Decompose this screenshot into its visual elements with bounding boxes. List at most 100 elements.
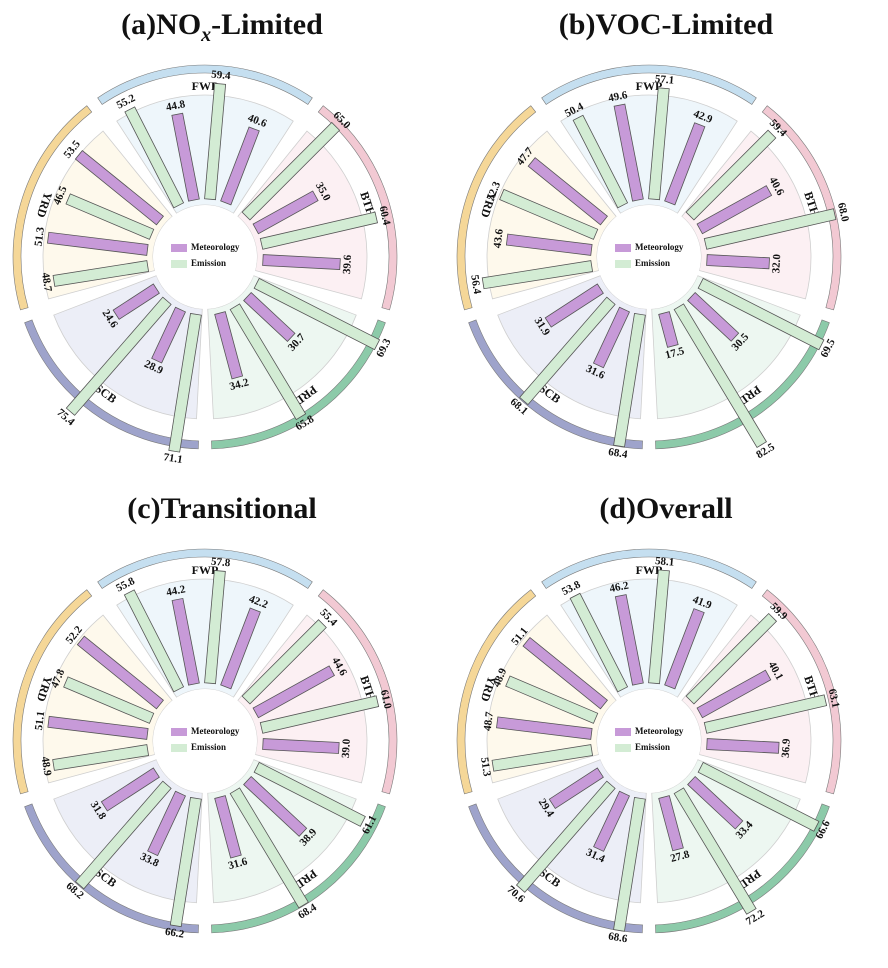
emission-legend-label: Emission (191, 258, 226, 268)
emission-bar (515, 780, 616, 893)
meteorology-bar (214, 795, 242, 859)
value-label: 51.1 (33, 710, 47, 731)
panel-title: (d)Overall (599, 492, 733, 525)
meteorology-bar (262, 254, 341, 270)
value-label: 43.6 (492, 228, 506, 249)
meteorology-bar (548, 767, 604, 809)
emission-bar (673, 787, 757, 915)
emission-bar (65, 296, 172, 416)
meteorology-legend-swatch (171, 244, 187, 252)
region-label: FWP (636, 563, 663, 577)
emission-bar (685, 612, 778, 705)
meteorology-bar (664, 608, 705, 690)
center-hole (153, 689, 257, 793)
meteorology-legend-label: Meteorology (191, 726, 240, 736)
region-arc-fwp (97, 64, 313, 105)
emission-bar (648, 569, 670, 685)
emission-bar (491, 744, 594, 772)
emission-bar (572, 114, 629, 209)
emission-bar (241, 121, 341, 221)
emission-bar (229, 787, 309, 909)
meteorology-bar (220, 126, 260, 206)
panel-transitional: (c)Transitional FWP 55.8 44.2 57.8 42.2 BTH 55… (0, 484, 444, 968)
emission-bar (613, 312, 646, 448)
value-label: 59.4 (211, 69, 232, 83)
emission-bar (229, 303, 307, 421)
emission-bar (253, 761, 366, 827)
value-label: 49.6 (607, 89, 629, 105)
meteorology-legend-label: Meteorology (635, 726, 684, 736)
meteorology-bar (243, 291, 296, 342)
meteorology-bar (687, 775, 744, 830)
value-label: 44.8 (165, 98, 187, 114)
region-arc-bth (317, 589, 398, 795)
region-arc-fwp (541, 548, 757, 589)
center-hole (597, 205, 701, 309)
meteorology-bar (496, 716, 593, 740)
meteorology-bar (47, 231, 149, 256)
meteorology-bar (687, 291, 740, 342)
meteorology-bar (658, 795, 684, 852)
meteorology-bar (706, 254, 770, 270)
value-label: 27.8 (669, 848, 691, 865)
emission-legend-swatch (615, 260, 631, 268)
meteorology-bar (171, 112, 200, 202)
value-label: 60.4 (377, 205, 393, 227)
center-hole (153, 205, 257, 309)
emission-bar (63, 676, 155, 724)
meteorology-bar (544, 283, 604, 328)
emission-legend-label: Emission (191, 742, 226, 752)
region-arc-yrd (456, 105, 537, 311)
emission-bar (65, 193, 155, 240)
emission-bar (648, 87, 670, 201)
region-arc-fwp (541, 64, 757, 105)
meteorology-legend-swatch (615, 728, 631, 736)
emission-bar (613, 796, 646, 932)
value-label: 66.2 (164, 926, 185, 941)
meteorology-bar (696, 669, 772, 719)
meteorology-bar (76, 635, 164, 710)
emission-bar (519, 296, 616, 406)
value-label: 46.2 (609, 579, 631, 595)
value-label: 17.5 (664, 345, 686, 362)
value-label: 48.7 (482, 711, 496, 732)
region-arc-yrd (12, 105, 93, 311)
value-label: 61.0 (378, 689, 394, 711)
region-arc-prd (211, 319, 386, 450)
emission-legend-label: Emission (635, 742, 670, 752)
panel-nox-limited: (a)NOx-Limited FWP 55.2 44.8 59.4 40.6 BTH 65.… (0, 0, 444, 484)
panel-voc-limited: (b)VOC-Limited FWP 50.4 49.6 57.1 42.9 BTH 59.… (444, 0, 888, 484)
meteorology-bar (262, 738, 340, 754)
value-label: 68.4 (607, 446, 628, 461)
emission-legend-swatch (615, 744, 631, 752)
emission-legend-swatch (171, 260, 187, 268)
region-arc-yrd (12, 589, 93, 795)
meteorology-bar (112, 283, 160, 320)
meteorology-bar (593, 790, 631, 852)
emission-bar (259, 211, 378, 250)
meteorology-bar (658, 311, 679, 348)
meteorology-bar (592, 306, 631, 369)
meteorology-legend-label: Meteorology (191, 242, 240, 252)
emission-bar (253, 277, 381, 351)
value-label: 48.9 (39, 756, 54, 777)
emission-bar (52, 260, 150, 287)
panel-title: (c)Transitional (127, 492, 317, 525)
value-label: 63.1 (826, 688, 842, 709)
meteorology-bar (252, 665, 336, 719)
value-label: 56.4 (468, 274, 483, 295)
region-arc-scb (468, 319, 643, 450)
meteorology-bar (527, 157, 608, 226)
value-label: 32.0 (770, 253, 783, 273)
meteorology-legend-swatch (171, 728, 187, 736)
meteorology-bar (252, 190, 319, 235)
region-label: FWP (636, 79, 663, 93)
region-arc-scb (24, 319, 199, 450)
meteorology-bar (220, 607, 261, 690)
meteorology-bar (171, 597, 200, 686)
value-label: 57.1 (654, 73, 674, 87)
emission-bar (481, 260, 594, 290)
emission-bar (499, 188, 599, 240)
